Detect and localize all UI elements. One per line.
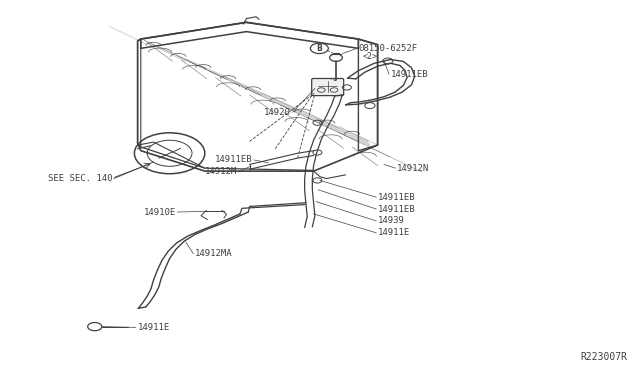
Text: SEE SEC. 140: SEE SEC. 140	[47, 174, 112, 183]
Text: 14912N: 14912N	[397, 164, 429, 173]
Text: 14911E: 14911E	[138, 323, 170, 332]
Text: 14911E: 14911E	[378, 228, 410, 237]
FancyBboxPatch shape	[312, 78, 344, 96]
Text: B: B	[317, 44, 322, 53]
Text: 14912M: 14912M	[205, 167, 237, 176]
Text: R223007R: R223007R	[580, 352, 627, 362]
Text: 14911EB: 14911EB	[390, 70, 428, 79]
Text: <2>: <2>	[363, 52, 378, 61]
Text: 14912MA: 14912MA	[195, 249, 233, 258]
Text: 14911EB: 14911EB	[215, 155, 253, 164]
Text: 14911EB: 14911EB	[378, 205, 415, 214]
Text: 14939: 14939	[378, 217, 404, 225]
Text: 14910E: 14910E	[144, 208, 176, 217]
Text: 08150-6252F: 08150-6252F	[358, 44, 417, 53]
Text: 14911EB: 14911EB	[378, 193, 415, 202]
Text: 14920: 14920	[264, 108, 291, 117]
